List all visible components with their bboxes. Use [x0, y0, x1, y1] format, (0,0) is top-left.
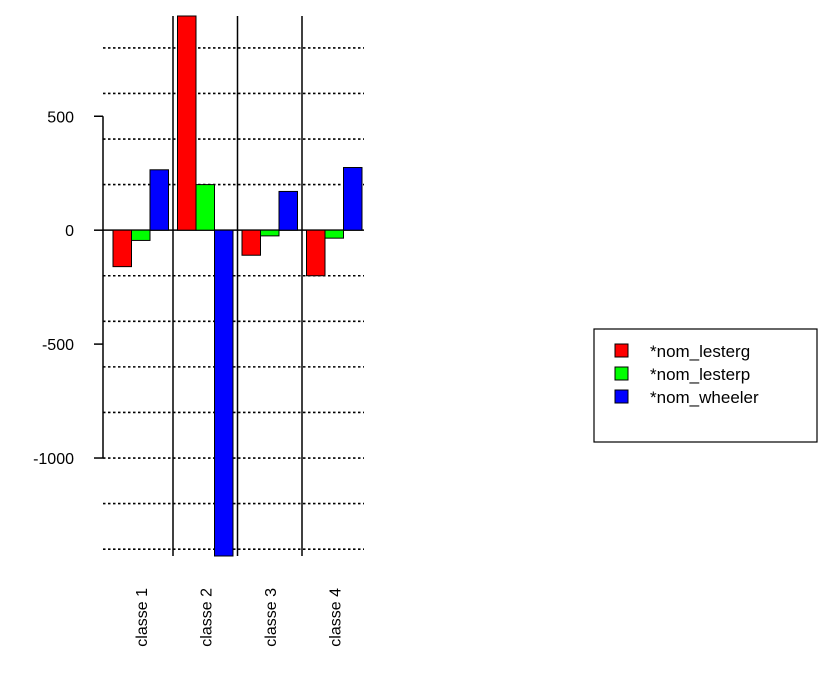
x-tick-label: classe 2 — [198, 588, 215, 647]
legend-label: *nom_lesterp — [650, 365, 750, 384]
legend-swatch — [614, 343, 629, 358]
separator-layer — [172, 16, 303, 556]
bar — [306, 229, 326, 277]
legend-box — [593, 328, 818, 443]
bar — [149, 169, 169, 231]
y-tick-label: -500 — [42, 337, 74, 354]
x-tick-label: classe 1 — [134, 588, 151, 647]
legend-swatch — [614, 389, 629, 404]
y-axis: -1000 -500 0 500 — [33, 109, 104, 468]
bars-layer — [112, 15, 363, 557]
y-tick-label: 0 — [65, 223, 74, 240]
bar — [241, 229, 261, 256]
legend-swatch — [614, 366, 629, 381]
x-axis-labels: classe 1 classe 2 classe 3 classe 4 — [134, 588, 345, 647]
y-tick-label: -1000 — [33, 451, 74, 468]
y-tick-label: 500 — [47, 109, 74, 126]
bar — [324, 229, 344, 239]
bar — [112, 229, 132, 268]
bar — [214, 229, 234, 557]
bar — [195, 184, 215, 231]
legend: *nom_lesterg *nom_lesterp *nom_wheeler — [593, 328, 818, 443]
bar — [278, 190, 298, 231]
bar — [343, 167, 363, 231]
x-tick-label: classe 4 — [327, 588, 344, 647]
bar — [260, 229, 280, 237]
legend-label: *nom_wheeler — [650, 388, 759, 407]
legend-label: *nom_lesterg — [650, 342, 750, 361]
bar — [131, 229, 151, 241]
x-tick-label: classe 3 — [263, 588, 280, 647]
bar — [177, 15, 197, 231]
